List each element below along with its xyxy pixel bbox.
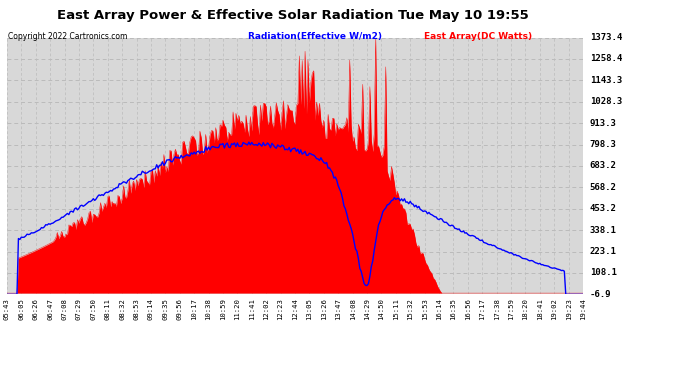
Text: 16:56: 16:56	[465, 298, 471, 320]
Text: 13:05: 13:05	[306, 298, 313, 320]
Text: 14:08: 14:08	[350, 298, 355, 320]
Text: 09:35: 09:35	[162, 298, 168, 320]
Text: 15:53: 15:53	[422, 298, 428, 320]
Text: 17:17: 17:17	[480, 298, 485, 320]
Text: 09:56: 09:56	[177, 298, 183, 320]
Text: 12:44: 12:44	[292, 298, 298, 320]
Text: 09:14: 09:14	[148, 298, 154, 320]
Text: 19:02: 19:02	[551, 298, 558, 320]
Text: Radiation(Effective W/m2): Radiation(Effective W/m2)	[248, 32, 382, 41]
Text: 13:47: 13:47	[335, 298, 341, 320]
Text: 17:38: 17:38	[493, 298, 500, 320]
Text: 11:20: 11:20	[235, 298, 240, 320]
Text: 14:29: 14:29	[364, 298, 370, 320]
Text: 18:41: 18:41	[537, 298, 543, 320]
Text: 05:43: 05:43	[4, 298, 10, 320]
Text: 07:50: 07:50	[90, 298, 97, 320]
Text: 07:29: 07:29	[76, 298, 82, 320]
Text: Copyright 2022 Cartronics.com: Copyright 2022 Cartronics.com	[8, 32, 128, 41]
Text: 683.2: 683.2	[590, 162, 617, 171]
Text: 108.1: 108.1	[590, 268, 617, 278]
Text: 10:38: 10:38	[206, 298, 212, 320]
Text: 18:20: 18:20	[522, 298, 529, 320]
Text: 14:50: 14:50	[378, 298, 384, 320]
Text: 12:02: 12:02	[263, 298, 269, 320]
Text: 568.2: 568.2	[590, 183, 617, 192]
Text: East Array(DC Watts): East Array(DC Watts)	[424, 32, 533, 41]
Text: 06:05: 06:05	[19, 298, 24, 320]
Text: 223.1: 223.1	[590, 247, 617, 256]
Text: 15:32: 15:32	[407, 298, 413, 320]
Text: East Array Power & Effective Solar Radiation Tue May 10 19:55: East Array Power & Effective Solar Radia…	[57, 9, 529, 22]
Text: 1258.4: 1258.4	[590, 54, 622, 63]
Text: 06:26: 06:26	[32, 298, 39, 320]
Text: 913.3: 913.3	[590, 118, 617, 128]
Text: 798.3: 798.3	[590, 140, 617, 149]
Text: 06:47: 06:47	[47, 298, 53, 320]
Text: 1143.3: 1143.3	[590, 76, 622, 85]
Text: 16:35: 16:35	[451, 298, 456, 320]
Text: 17:59: 17:59	[508, 298, 514, 320]
Text: -6.9: -6.9	[590, 290, 611, 299]
Text: 07:08: 07:08	[61, 298, 68, 320]
Text: 13:26: 13:26	[321, 298, 327, 320]
Text: 08:32: 08:32	[119, 298, 125, 320]
Text: 15:11: 15:11	[393, 298, 399, 320]
Text: 1373.4: 1373.4	[590, 33, 622, 42]
Text: 08:53: 08:53	[134, 298, 139, 320]
Text: 08:11: 08:11	[105, 298, 110, 320]
Text: 10:17: 10:17	[191, 298, 197, 320]
Text: 12:23: 12:23	[277, 298, 284, 320]
Text: 1028.3: 1028.3	[590, 97, 622, 106]
Text: 10:59: 10:59	[220, 298, 226, 320]
Text: 453.2: 453.2	[590, 204, 617, 213]
Text: 19:44: 19:44	[580, 298, 586, 320]
Text: 16:14: 16:14	[436, 298, 442, 320]
Text: 11:41: 11:41	[249, 298, 255, 320]
Text: 338.1: 338.1	[590, 226, 617, 235]
Text: 19:23: 19:23	[566, 298, 571, 320]
